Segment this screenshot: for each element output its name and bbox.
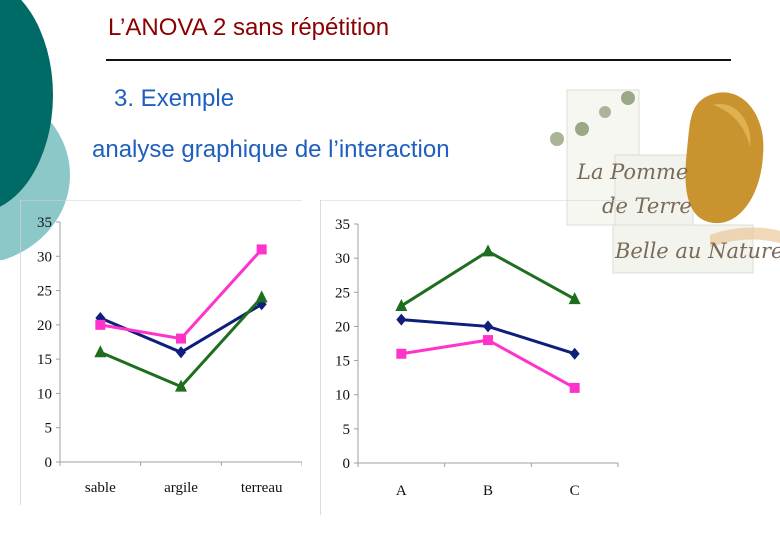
data-point-diamond: [176, 346, 186, 359]
logo-text-line2: de Terre: [602, 194, 692, 218]
data-point-triangle: [175, 379, 187, 392]
y-tick-label: 0: [45, 455, 53, 471]
slide-title: L’ANOVA 2 sans répétition: [108, 14, 390, 41]
data-point-triangle: [94, 345, 107, 358]
logo-dot: [621, 91, 635, 105]
data-point-square: [176, 333, 186, 344]
chart-soil-svg: 0 5 10 15 20 25 30 35 sable argile terreau: [20, 200, 302, 505]
logo-text-line3: Belle au Naturel: [614, 239, 780, 263]
y-tick-label: 30: [37, 249, 52, 265]
interaction-chart-variety: 0 5 10 15 20 25 30 35 A B C: [320, 200, 625, 515]
data-point-square: [95, 319, 106, 330]
potato-icon: [685, 92, 764, 224]
logo-graphic: La Pomme de Terre Belle au Naturel: [550, 89, 780, 274]
title-divider: [106, 59, 731, 61]
series-line: [400, 249, 576, 308]
y-tick-label: 5: [343, 422, 351, 438]
data-point-square: [396, 348, 407, 359]
y-tick-label: 0: [343, 456, 351, 472]
logo-ribbon: [710, 227, 780, 247]
pomme-de-terre-logo: La Pomme de Terre Belle au Naturel: [545, 85, 780, 280]
data-point-square: [569, 382, 580, 393]
x-tick-label: sable: [85, 480, 116, 496]
y-tick-label: 35: [37, 215, 52, 231]
x-tick-label: A: [396, 483, 407, 499]
data-point-diamond: [483, 320, 493, 333]
data-point-square: [483, 335, 493, 346]
x-tick-label: terreau: [241, 480, 283, 496]
section-subtitle: 3. Exemple: [114, 85, 235, 112]
interaction-chart-soil: 0 5 10 15 20 25 30 35 sable argile terreau: [20, 200, 302, 505]
body-text-line: analyse graphique de l’interaction: [92, 136, 450, 163]
y-tick-label: 20: [335, 319, 350, 335]
y-tick-label: 30: [335, 251, 350, 267]
data-point-diamond: [569, 347, 580, 360]
y-tick-label: 25: [335, 285, 350, 301]
data-point-triangle: [568, 292, 581, 305]
y-tick-label: 5: [45, 421, 53, 437]
logo-dot: [575, 122, 589, 136]
corner-arcs-graphic: [0, 0, 70, 260]
logo-dot: [599, 106, 611, 118]
data-point-square: [256, 244, 267, 255]
data-point-triangle: [255, 290, 268, 303]
x-tick-label: argile: [164, 480, 198, 496]
potato-highlight: [713, 104, 751, 147]
y-tick-label: 20: [37, 318, 52, 334]
series-line: [401, 338, 576, 390]
chart-variety-svg: 0 5 10 15 20 25 30 35 A B C: [320, 200, 625, 515]
y-tick-label: 25: [37, 284, 52, 300]
data-point-diamond: [396, 313, 407, 326]
dark-teal-arc: [0, 0, 53, 207]
data-point-triangle: [395, 298, 408, 311]
logo-text-line1: La Pomme: [576, 160, 688, 184]
logo-dot: [550, 132, 564, 146]
y-tick-label: 10: [335, 388, 350, 404]
y-tick-label: 35: [335, 217, 350, 233]
y-tick-label: 10: [37, 386, 52, 402]
decorative-corner-shape: [0, 0, 80, 260]
x-tick-label: B: [483, 483, 493, 499]
y-tick-label: 15: [335, 354, 350, 370]
x-tick-label: C: [570, 483, 580, 499]
data-point-triangle: [482, 244, 494, 257]
y-tick-label: 15: [37, 352, 52, 368]
